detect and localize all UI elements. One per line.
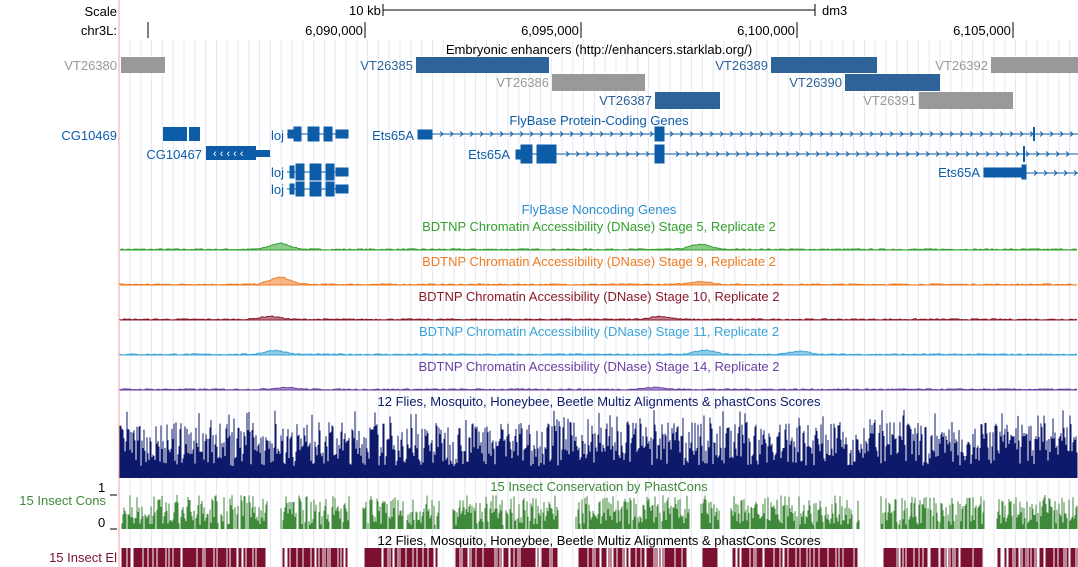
elements-side-label[interactable]: 15 Insect El xyxy=(49,550,117,565)
multiz-track-title[interactable]: 12 Flies, Mosquito, Honeybee, Beetle Mul… xyxy=(377,394,821,409)
ruler-tick-label: 6,100,000 xyxy=(737,23,795,38)
gene-loj-2 xyxy=(287,163,349,181)
phastcons-side-label[interactable]: 15 Insect Cons xyxy=(19,493,106,508)
dnase-stage5-title[interactable]: BDTNP Chromatin Accessibility (DNase) St… xyxy=(422,219,776,234)
dnase-signal-tracks xyxy=(119,242,1078,391)
dnase-stage9-title[interactable]: BDTNP Chromatin Accessibility (DNase) St… xyxy=(422,254,776,269)
multiz-signal xyxy=(119,410,1078,478)
enhancer-label[interactable]: VT26389 xyxy=(715,58,768,73)
enhancer-vt26385[interactable] xyxy=(416,57,549,73)
gene-label-ets65a[interactable]: Ets65A xyxy=(372,128,414,143)
enhancer-label[interactable]: VT26386 xyxy=(496,75,549,90)
enhancer-label[interactable]: VT26387 xyxy=(599,93,652,108)
gene-loj-3 xyxy=(287,181,349,197)
ruler-tick-label: 6,095,000 xyxy=(521,23,579,38)
gene-label-loj[interactable]: loj xyxy=(270,128,284,143)
assembly-label: dm3 xyxy=(822,3,848,18)
ruler-tick-label: 6,090,000 xyxy=(305,23,363,38)
enhancer-vt26387[interactable] xyxy=(655,92,720,109)
enhancer-vt26391[interactable] xyxy=(919,92,1013,109)
enhancer-vt26392[interactable] xyxy=(991,57,1078,73)
enhancer-vt26380[interactable] xyxy=(121,57,165,73)
gene-cg10469 xyxy=(163,127,200,141)
scale-bar-label: 10 kb xyxy=(349,3,381,18)
enhancer-label[interactable]: VT26390 xyxy=(789,75,842,90)
dnase-stage14-title[interactable]: BDTNP Chromatin Accessibility (DNase) St… xyxy=(418,359,780,374)
enhancer-vt26386[interactable] xyxy=(552,74,645,91)
enhancer-vt26389[interactable] xyxy=(771,57,877,73)
gene-label-ets65a[interactable]: Ets65A xyxy=(938,165,980,180)
gene-label-loj[interactable]: loj xyxy=(270,165,284,180)
scale-label: Scale xyxy=(84,4,117,19)
dnase-stage11-title[interactable]: BDTNP Chromatin Accessibility (DNase) St… xyxy=(418,324,780,339)
gene-label-cg10469[interactable]: CG10469 xyxy=(61,128,117,143)
enhancer-label[interactable]: VT26380 xyxy=(64,58,117,73)
protein-coding-track-title[interactable]: FlyBase Protein-Coding Genes xyxy=(509,113,689,128)
phastcons-track-title[interactable]: 15 Insect Conservation by PhastCons xyxy=(490,479,708,494)
gene-label-cg10467[interactable]: CG10467 xyxy=(146,147,202,162)
enhancer-label[interactable]: VT26392 xyxy=(935,58,988,73)
phastcons-axis-max: 1 xyxy=(98,480,106,495)
elements-track-title[interactable]: 12 Flies, Mosquito, Honeybee, Beetle Mul… xyxy=(377,533,821,548)
gene-cg10467: ‹ ‹ ‹ ‹ ‹ xyxy=(206,146,270,160)
gene-loj-1 xyxy=(287,126,349,142)
noncoding-track-title[interactable]: FlyBase Noncoding Genes xyxy=(521,202,677,217)
enhancer-label[interactable]: VT26391 xyxy=(863,93,916,108)
strand-arrows xyxy=(439,131,1078,176)
gene-label-loj[interactable]: loj xyxy=(270,182,284,197)
ruler-tick-label: 6,105,000 xyxy=(953,23,1011,38)
gene-ets65a-1 xyxy=(417,126,1078,142)
dnase-stage10-title[interactable]: BDTNP Chromatin Accessibility (DNase) St… xyxy=(418,289,780,304)
chrom-label: chr3L: xyxy=(80,23,117,38)
gene-ets65a-3 xyxy=(983,164,1078,180)
phastcons-signal xyxy=(121,495,1078,529)
enhancers-track-title[interactable]: Embryonic enhancers (http://enhancers.st… xyxy=(445,42,753,57)
svg-text:‹ ‹ ‹ ‹ ‹: ‹ ‹ ‹ ‹ ‹ xyxy=(213,148,244,160)
enhancer-label[interactable]: VT26385 xyxy=(360,58,413,73)
gene-ets65a-2 xyxy=(515,144,1078,164)
phastcons-axis-min: 0 xyxy=(98,515,106,530)
elements-signal xyxy=(121,548,1078,567)
enhancer-vt26390[interactable] xyxy=(845,74,940,91)
gene-label-ets65a[interactable]: Ets65A xyxy=(468,147,510,162)
